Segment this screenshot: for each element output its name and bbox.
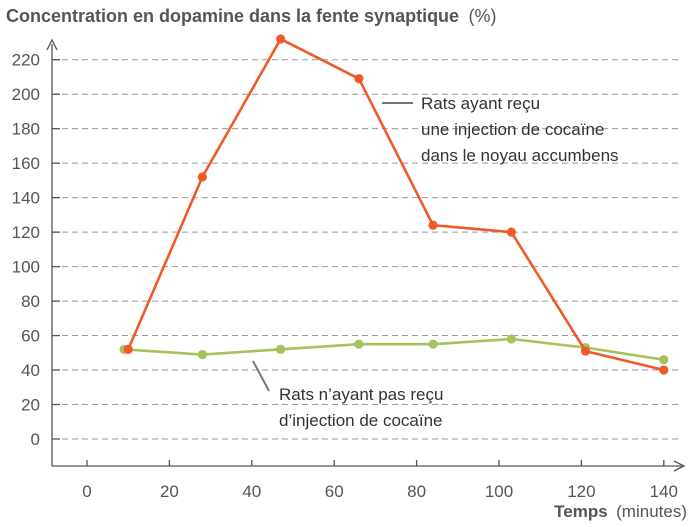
control-data-point: [428, 339, 438, 349]
x-tick-label: 120: [567, 482, 595, 501]
y-tick-labels: 0 20 40 60 80 100 120 140 160 180 200 220: [12, 51, 60, 449]
control-series-line: [123, 337, 664, 361]
y-tick-label: 160: [12, 154, 40, 173]
chart-title: Concentration en dopamine dans la fente …: [6, 6, 497, 26]
cocaine-label-line-1: Rats ayant reçu: [421, 94, 540, 113]
y-tick-label: 120: [12, 223, 40, 242]
control-label-line-2: d’injection de cocaïne: [279, 411, 443, 430]
x-axis-label: Temps (minutes): [554, 502, 687, 521]
cocaine-label-line-3: dans le noyau accumbens: [421, 146, 619, 165]
y-tick-label: 200: [12, 85, 40, 104]
y-tick-label: 140: [12, 189, 40, 208]
chart-title-unit: (%): [469, 6, 497, 26]
y-tick-label: 60: [21, 327, 40, 346]
chart-title-main: Concentration en dopamine dans la fente …: [6, 6, 459, 26]
x-axis-label-unit: (minutes): [616, 502, 687, 521]
x-tick-label: 0: [82, 482, 91, 501]
x-tick-labels: 0 20 40 60 80 100 120 140: [82, 460, 678, 501]
cocaine-data-point: [580, 346, 591, 356]
x-tick-label: 40: [242, 482, 261, 501]
cocaine-label-line-2: une injection de cocaïne: [421, 120, 604, 139]
cocaine-data-point: [123, 344, 133, 354]
control-data-point: [659, 355, 669, 365]
x-axis-arrow: [673, 460, 686, 472]
x-tick-label: 20: [160, 482, 179, 501]
y-tick-label: 80: [21, 292, 40, 311]
cocaine-data-point: [506, 227, 516, 237]
cocaine-data-point: [354, 74, 364, 84]
y-tick-label: 20: [21, 396, 40, 415]
x-tick-label: 60: [325, 482, 344, 501]
y-tick-label: 220: [12, 51, 40, 70]
control-series-label: Rats n’ayant pas reçu d’injection de coc…: [279, 385, 448, 430]
grid-lines: [52, 59, 680, 440]
cocaine-series-line: [127, 37, 665, 372]
cocaine-series-label: Rats ayant reçu une injection de cocaïne…: [421, 94, 619, 165]
x-tick-label: 140: [650, 482, 678, 501]
y-tick-label: 180: [12, 120, 40, 139]
cocaine-data-point: [428, 220, 438, 230]
y-tick-label: 40: [21, 361, 40, 380]
control-label-leader: [252, 360, 270, 392]
x-tick-label: 80: [407, 482, 426, 501]
control-data-point: [276, 344, 286, 354]
x-axis-label-main: Temps: [554, 502, 608, 521]
y-axis-arrow: [46, 38, 58, 51]
cocaine-data-point: [276, 34, 286, 44]
data-series: [119, 34, 669, 375]
x-tick-label: 100: [485, 482, 513, 501]
y-tick-label: 100: [12, 258, 40, 277]
control-label-line-1: Rats n’ayant pas reçu: [279, 385, 443, 404]
cocaine-data-point: [659, 365, 669, 375]
control-data-point: [506, 334, 516, 344]
cocaine-data-point: [197, 172, 207, 182]
y-tick-label: 0: [31, 430, 40, 449]
control-data-point: [197, 349, 207, 360]
control-data-point: [354, 339, 364, 349]
